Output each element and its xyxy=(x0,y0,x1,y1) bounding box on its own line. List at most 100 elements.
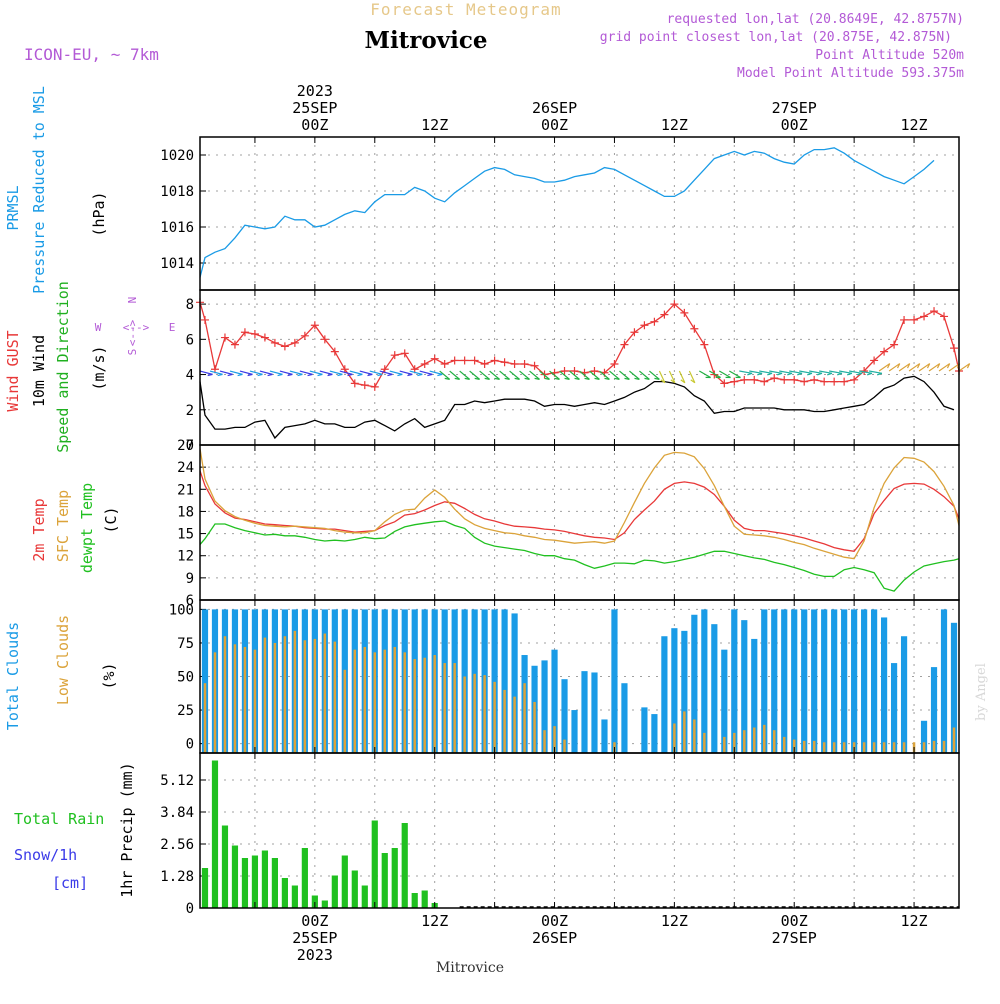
gust-marker xyxy=(910,316,918,324)
wind-arrow xyxy=(619,371,629,379)
gust-marker xyxy=(481,360,489,368)
gust-marker xyxy=(421,360,429,368)
low-cloud-bar xyxy=(334,642,336,753)
low-cloud-bar xyxy=(423,658,425,753)
low-cloud-bar xyxy=(304,640,306,753)
total-cloud-bar xyxy=(601,719,607,753)
y-tick-label: 2 xyxy=(186,403,194,419)
time-label-bottom: 27SEP xyxy=(772,929,817,947)
gust-marker xyxy=(371,383,379,391)
low-cloud-bar xyxy=(254,650,256,753)
y-label-wind-gust: Wind GUST xyxy=(4,330,22,411)
rain-bar xyxy=(202,868,208,908)
gust-marker xyxy=(451,356,459,364)
y-tick-label: 21 xyxy=(177,482,194,498)
gust-marker xyxy=(571,367,579,375)
total-cloud-bar xyxy=(941,609,947,753)
rain-bar xyxy=(402,823,408,908)
low-cloud-bar xyxy=(783,737,785,753)
wind-arrow xyxy=(500,371,510,379)
time-label-top: 26SEP xyxy=(532,99,577,117)
wind-arrow-head xyxy=(228,374,233,375)
low-cloud-bar xyxy=(933,741,935,753)
gust-marker xyxy=(590,367,598,375)
label-snow-unit: [cm] xyxy=(52,874,88,892)
gust-marker xyxy=(890,341,898,349)
footer-location: Mitrovice xyxy=(436,960,504,976)
rain-bar xyxy=(262,851,268,909)
rain-bar xyxy=(362,886,368,909)
low-cloud-bar xyxy=(244,647,246,753)
rain-bar xyxy=(422,891,428,909)
low-cloud-bar xyxy=(433,655,435,753)
gust-marker xyxy=(790,376,798,384)
time-label-bottom: 00Z xyxy=(541,912,568,930)
rain-bar xyxy=(252,856,258,909)
time-label-bottom: 12Z xyxy=(901,912,928,930)
low-cloud-bar xyxy=(374,652,376,753)
wind-arrow-head xyxy=(747,373,752,375)
rain-bar xyxy=(392,848,398,908)
total-cloud-bar xyxy=(731,609,737,753)
y-tick-label: 1.28 xyxy=(160,869,194,885)
meteogram-title: Mitrovice xyxy=(364,27,487,54)
panel-frame xyxy=(200,290,959,445)
rain-bar xyxy=(322,901,328,909)
low-cloud-bar xyxy=(833,742,835,753)
time-label-bottom: 12Z xyxy=(661,912,688,930)
gust-marker xyxy=(810,376,818,384)
model-point-altitude: Model Point Altitude 593.375m xyxy=(737,66,964,81)
y-tick-label: 12 xyxy=(177,549,194,565)
total-cloud-bar xyxy=(861,609,867,753)
y-tick-label: 24 xyxy=(177,460,194,476)
gust-marker xyxy=(401,349,409,357)
model-label: ICON-EU, ~ 7km xyxy=(24,45,159,64)
wind-arrow-head xyxy=(218,374,223,375)
rain-bar xyxy=(282,878,288,908)
total-cloud-bar xyxy=(881,617,887,753)
time-label-bottom: 00Z xyxy=(781,912,808,930)
y-tick-label: 75 xyxy=(177,636,194,652)
low-cloud-bar xyxy=(843,742,845,753)
y-label-dewpt-temp: dewpt Temp xyxy=(78,483,96,573)
y-tick-label: 100 xyxy=(169,602,194,618)
low-cloud-bar xyxy=(324,634,326,753)
wind-arrow-head xyxy=(437,374,442,375)
wind-arrow xyxy=(520,371,530,379)
low-cloud-bar xyxy=(543,730,545,753)
gust-marker xyxy=(261,334,269,342)
low-cloud-bar xyxy=(773,730,775,753)
y-label-celsius: (C) xyxy=(102,506,120,533)
y-tick-label: 1016 xyxy=(160,220,194,236)
requested-coordinates: requested lon,lat (20.8649E, 42.8757N) xyxy=(667,12,964,27)
wind-arrow-head xyxy=(258,374,263,375)
low-cloud-bar xyxy=(264,638,266,753)
y-label-sfc-temp: SFC Temp xyxy=(54,490,72,562)
time-label-top: 00Z xyxy=(781,116,808,134)
rain-bar xyxy=(332,876,338,909)
rain-bar xyxy=(382,853,388,908)
total-cloud-bar xyxy=(871,609,877,753)
gust-marker xyxy=(940,312,948,320)
rain-bar xyxy=(352,871,358,909)
wind-arrow-head xyxy=(338,374,343,375)
gust-marker xyxy=(840,378,848,386)
panel-frame xyxy=(200,753,959,908)
gust-marker xyxy=(930,307,938,315)
y-label-speed-direction: Speed and Direction xyxy=(54,281,72,453)
low-cloud-bar xyxy=(903,742,905,753)
total-cloud-bar xyxy=(591,672,597,753)
total-cloud-bar xyxy=(571,710,577,753)
wind-arrow xyxy=(460,371,470,379)
low-cloud-bar xyxy=(803,741,805,753)
total-cloud-bar xyxy=(811,609,817,753)
y-tick-label: 15 xyxy=(177,527,194,543)
time-label-top: 12Z xyxy=(661,116,688,134)
gust-marker xyxy=(361,381,369,389)
low-cloud-bar xyxy=(274,643,276,753)
wind-arrow xyxy=(470,371,480,379)
low-cloud-bar xyxy=(364,647,366,753)
wind-arrow xyxy=(649,371,659,379)
low-cloud-bar xyxy=(953,728,955,754)
